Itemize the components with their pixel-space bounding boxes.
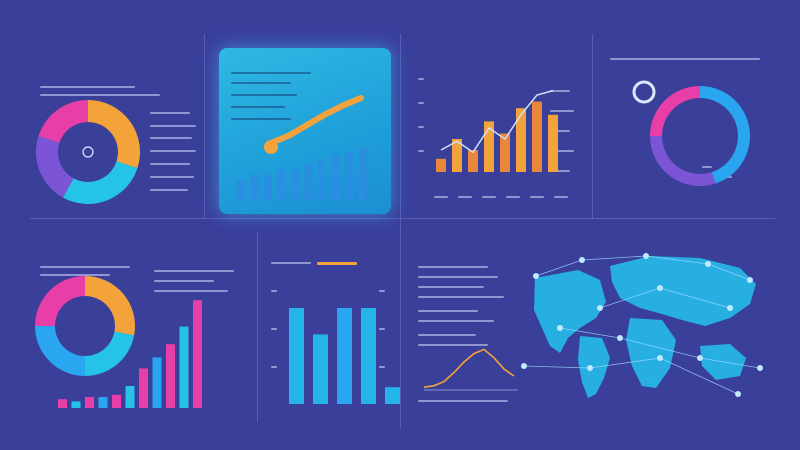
- bottom-middle-bars-bar-5: [385, 387, 400, 404]
- horizontal-divider: [30, 218, 775, 219]
- donut-chart-bottom-left: [35, 276, 135, 376]
- panel-bottom-right: [400, 218, 800, 450]
- panel-bottom-middle: [257, 218, 400, 450]
- bottom-left-bars-bar-10: [179, 326, 189, 408]
- highlight-bars-bar-10: [358, 147, 367, 200]
- bottom-left-bars-bar-4: [98, 397, 108, 408]
- donut-top-left-slice-4: [38, 100, 88, 143]
- top-right-combo-bar-4: [484, 121, 494, 172]
- vertical-divider-3: [592, 34, 593, 219]
- donut-top-left-slice-1: [88, 100, 141, 169]
- highlight-trend-start-marker: [264, 140, 278, 154]
- bottom-right-trend-line: [423, 348, 515, 388]
- top-right-combo-bar-6: [516, 108, 526, 172]
- donut-bottom-left-slice-3: [35, 326, 85, 376]
- vertical-divider-1: [204, 34, 205, 219]
- top-right-combo-bar-7: [532, 101, 542, 172]
- far-right-ring-marker: [632, 80, 656, 104]
- bottom-left-bars-bar-3: [85, 397, 94, 408]
- bottom-right-line-chart: [423, 348, 518, 391]
- map-nodes: [521, 253, 763, 397]
- highlight-bars-bar-6: [304, 164, 313, 200]
- bottom-left-bars-bar-7: [139, 368, 148, 408]
- highlight-bars-bar-2: [250, 174, 259, 200]
- highlight-card[interactable]: [219, 48, 391, 214]
- top-right-combo-bar-8: [548, 114, 558, 172]
- donut-bottom-left-slice-4: [35, 276, 85, 326]
- bottom-middle-bars-bar-2: [313, 334, 328, 404]
- donut-far-right-slice-3: [650, 86, 700, 136]
- highlight-bars-bar-5: [291, 169, 299, 200]
- top-right-combo-bar-1: [436, 158, 446, 172]
- donut-far-right-slice-2: [650, 136, 716, 186]
- panel-far-right: [592, 0, 800, 218]
- vertical-divider-2: [400, 34, 401, 429]
- top-right-combo-bar-2: [452, 139, 462, 172]
- world-map: [521, 253, 763, 398]
- bottom-left-bars-bar-5: [112, 394, 121, 408]
- map-americas: [534, 270, 606, 353]
- highlight-bars-bar-7: [318, 159, 326, 200]
- bottom-middle-bars-bar-4: [361, 308, 376, 404]
- top-right-combo-bar-3: [468, 150, 478, 172]
- combo-bar-line-chart: [436, 89, 558, 172]
- highlight-bars-bar-4: [277, 169, 286, 200]
- map-europe-asia: [610, 256, 756, 326]
- bottom-left-bars-bar-11: [193, 300, 202, 408]
- highlight-bars-bar-8: [331, 155, 340, 200]
- highlight-trend-line: [268, 95, 364, 146]
- bottom-left-bars-bar-6: [125, 386, 135, 408]
- bottom-left-bars-bar-9: [166, 344, 175, 408]
- map-africa: [626, 318, 676, 388]
- donut-bottom-left-slice-2: [85, 331, 135, 376]
- bottom-left-bars-bar-1: [58, 399, 67, 408]
- top-right-combo-bar-5: [500, 133, 510, 172]
- bottom-left-bars-bar-2: [71, 401, 81, 408]
- bottom-left-bars-bar-8: [152, 357, 162, 408]
- bottom-left-bar-chart: [58, 300, 202, 408]
- combo-trend-line: [440, 89, 554, 154]
- donut-top-left-center-icon: [82, 146, 94, 158]
- highlight-bars-bar-9: [345, 151, 353, 200]
- highlight-bar-chart: [237, 95, 367, 200]
- vertical-divider-4: [257, 232, 258, 422]
- bottom-middle-bar-chart: [289, 308, 400, 404]
- donut-top-left-slice-3: [36, 135, 74, 198]
- bottom-middle-bars-bar-3: [337, 308, 352, 404]
- donut-chart-top-left: [36, 100, 141, 205]
- donut-top-left-slice-2: [62, 161, 138, 205]
- donut-bottom-left-slice-1: [85, 276, 135, 336]
- panel-top-combo: [400, 0, 592, 218]
- panel-top-left: [0, 0, 204, 218]
- map-connections: [523, 255, 761, 395]
- highlight-bars-bar-3: [264, 174, 272, 200]
- panel-bottom-left: [0, 218, 257, 450]
- donut-chart-far-right: [632, 80, 750, 186]
- donut-far-right-slice-1: [700, 86, 750, 184]
- bottom-middle-bars-bar-1: [289, 308, 304, 404]
- map-south-america: [578, 336, 610, 398]
- map-landmass: [534, 256, 756, 398]
- highlight-bars-bar-1: [237, 180, 245, 200]
